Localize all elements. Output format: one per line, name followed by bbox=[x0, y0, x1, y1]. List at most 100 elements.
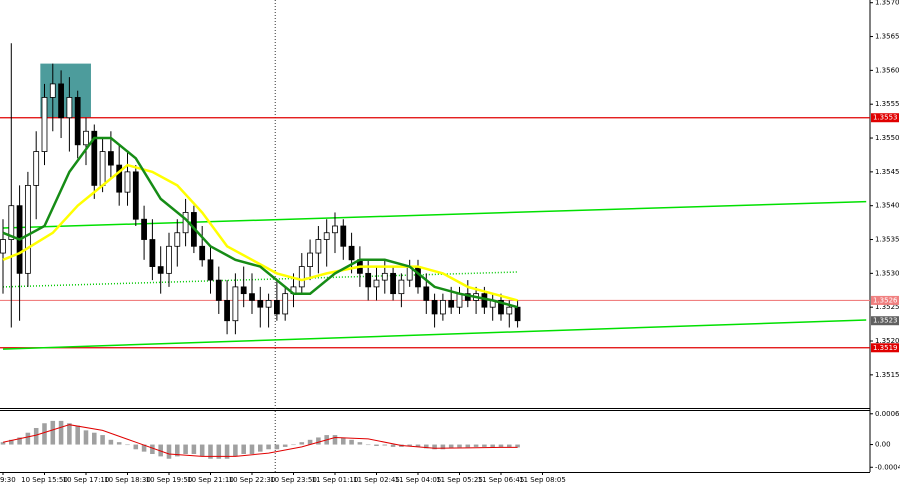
price-label: 1.3519 bbox=[873, 344, 898, 352]
x-tick-label: 11 Sep 04:05 bbox=[395, 476, 442, 484]
histogram-bar bbox=[448, 444, 454, 449]
histogram-bar bbox=[216, 444, 222, 459]
candle-body bbox=[332, 225, 338, 234]
y-tick-label: 1.3555 bbox=[875, 100, 900, 108]
histogram-bar bbox=[83, 430, 89, 445]
histogram-bar bbox=[316, 437, 321, 445]
histogram-bar bbox=[465, 444, 471, 448]
x-tick-label: 10 Sep 19:50 bbox=[146, 476, 193, 484]
histogram-bar bbox=[307, 439, 313, 445]
y-tick-label: 0.00 bbox=[875, 441, 891, 449]
histogram-bar bbox=[125, 444, 130, 446]
candle-body bbox=[456, 293, 463, 308]
histogram-bar bbox=[473, 444, 479, 447]
x-tick-label: 11 Sep 08:05 bbox=[519, 476, 566, 484]
histogram-bar bbox=[258, 444, 263, 452]
y-tick-label: 1.3565 bbox=[875, 33, 900, 41]
histogram-bar bbox=[191, 444, 197, 455]
candle-body bbox=[157, 266, 164, 274]
y-tick-label: 0.00065 bbox=[875, 410, 900, 418]
candle-body bbox=[166, 245, 172, 274]
y-tick-label: 1.3540 bbox=[875, 202, 900, 210]
histogram-bar bbox=[299, 442, 305, 445]
signal-zone bbox=[40, 63, 91, 118]
histogram-bar bbox=[249, 444, 255, 455]
histogram-bar bbox=[390, 444, 396, 447]
histogram-bar bbox=[382, 444, 388, 446]
candle-body bbox=[323, 232, 330, 240]
candle-body bbox=[390, 272, 396, 295]
moving-average bbox=[2, 136, 518, 309]
histogram-bar bbox=[407, 444, 412, 446]
candle-body bbox=[340, 225, 347, 247]
candle-body bbox=[141, 218, 147, 240]
moving-average bbox=[2, 163, 518, 302]
candle-body bbox=[24, 184, 31, 274]
y-tick-label: 1.3570 bbox=[875, 0, 900, 7]
candle-body bbox=[348, 245, 355, 261]
histogram-bar bbox=[224, 444, 230, 459]
candle-body bbox=[116, 164, 123, 193]
candle-body bbox=[298, 266, 305, 288]
histogram-bar bbox=[349, 439, 354, 445]
histogram-bar bbox=[208, 444, 213, 459]
candle-body bbox=[149, 239, 156, 267]
histogram-bar bbox=[166, 444, 172, 459]
histogram-bar bbox=[133, 444, 139, 450]
histogram-bar bbox=[291, 444, 296, 446]
candle-body bbox=[273, 300, 280, 315]
price-label: 1.3526 bbox=[873, 296, 898, 304]
candle-body bbox=[240, 286, 247, 295]
candle-body bbox=[91, 130, 98, 186]
candle-body bbox=[215, 279, 222, 301]
candle-body bbox=[232, 286, 239, 322]
histogram-bar bbox=[175, 444, 180, 457]
histogram-bar bbox=[150, 444, 155, 455]
y-tick-label: 1.3550 bbox=[875, 134, 900, 142]
y-tick-label: 1.3520 bbox=[875, 337, 900, 345]
candle-body bbox=[33, 151, 40, 186]
candle-body bbox=[373, 279, 380, 288]
price-label: 1.3523 bbox=[873, 317, 898, 325]
histogram-bar bbox=[25, 432, 31, 445]
price-label: 1.3553 bbox=[873, 114, 898, 122]
candle-body bbox=[315, 239, 322, 254]
histogram-bar bbox=[158, 444, 163, 457]
histogram-bar bbox=[507, 444, 512, 448]
histogram-bar bbox=[282, 444, 288, 447]
histogram-bar bbox=[482, 444, 487, 447]
histogram-bar bbox=[432, 444, 437, 450]
x-tick-label: 10 Sep 21:10 bbox=[187, 476, 234, 484]
trendline bbox=[2, 319, 867, 350]
x-tick-label: 9:30 bbox=[0, 476, 16, 484]
y-tick-label: 1.3560 bbox=[875, 66, 900, 74]
candle-body bbox=[8, 205, 15, 240]
x-tick-label: 11 Sep 05:25 bbox=[436, 476, 483, 484]
candle-body bbox=[514, 306, 521, 322]
candle-body bbox=[107, 151, 114, 166]
candle-body bbox=[415, 266, 421, 288]
candle-body bbox=[0, 239, 6, 254]
histogram-bar bbox=[440, 444, 446, 450]
histogram-bar bbox=[141, 444, 147, 452]
histogram-bar bbox=[42, 423, 47, 445]
histogram-bar bbox=[50, 420, 56, 445]
candle-body bbox=[74, 97, 81, 146]
signal-line bbox=[2, 424, 518, 457]
histogram-bar bbox=[9, 439, 14, 445]
candle-body bbox=[224, 300, 230, 322]
y-tick-label: 1.3530 bbox=[875, 269, 900, 277]
candle-body bbox=[481, 293, 488, 308]
histogram-bar bbox=[515, 444, 520, 448]
histogram-bar bbox=[108, 439, 114, 445]
histogram-bar bbox=[490, 444, 495, 448]
candle-body bbox=[439, 300, 446, 315]
x-tick-label: 11 Sep 02:45 bbox=[353, 476, 400, 484]
candle-body bbox=[83, 130, 89, 146]
candle-body bbox=[132, 171, 139, 220]
y-tick-label: -0.00048 bbox=[875, 463, 900, 471]
candle-body bbox=[265, 300, 272, 308]
histogram-bar bbox=[332, 435, 338, 445]
candle-body bbox=[423, 286, 430, 301]
